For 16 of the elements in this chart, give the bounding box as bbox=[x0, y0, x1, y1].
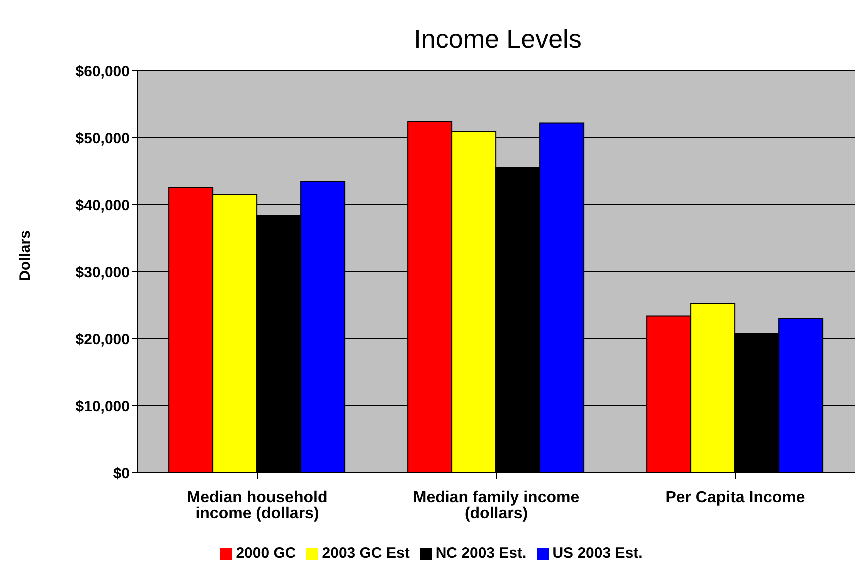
legend-label: 2000 GC bbox=[236, 545, 296, 562]
x-tick-label: Median family income (dollars) bbox=[413, 489, 580, 522]
x-tick-label: Per Capita Income bbox=[666, 489, 806, 506]
legend-label: NC 2003 Est. bbox=[436, 545, 527, 562]
y-tick-label: $0 bbox=[113, 465, 130, 482]
y-tick-label: $20,000 bbox=[76, 331, 130, 348]
y-axis-title: Dollars bbox=[17, 230, 34, 282]
y-tick-label: $40,000 bbox=[76, 197, 130, 214]
y-tick-label: $30,000 bbox=[76, 264, 130, 282]
y-tick-label: $10,000 bbox=[76, 398, 130, 416]
y-tick-label: $50,000 bbox=[76, 130, 130, 148]
y-tick-label: $60,000 bbox=[76, 63, 130, 80]
legend-label: US 2003 Est. bbox=[552, 545, 643, 562]
x-tick-label: Median household income (dollars) bbox=[187, 489, 328, 522]
legend-label: 2003 GC Est bbox=[322, 545, 410, 562]
chart-title: Income Levels bbox=[414, 24, 582, 54]
